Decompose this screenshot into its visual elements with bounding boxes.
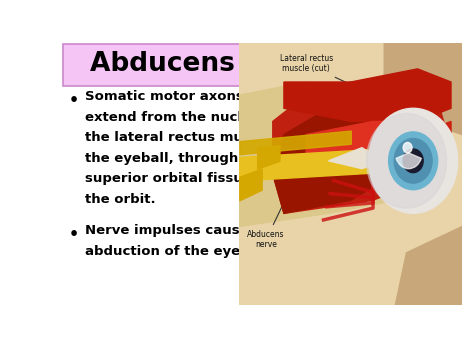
Polygon shape bbox=[273, 95, 440, 213]
Text: the lateral rectus muscle of: the lateral rectus muscle of bbox=[85, 131, 292, 144]
Text: the orbit.: the orbit. bbox=[85, 193, 155, 206]
Polygon shape bbox=[384, 43, 462, 135]
Text: Lateral rectus
muscle (cut): Lateral rectus muscle (cut) bbox=[280, 54, 382, 99]
Text: superior orbital fissure of: superior orbital fissure of bbox=[85, 173, 278, 185]
Text: Abducens Nerve (VI): Abducens Nerve (VI) bbox=[91, 51, 395, 77]
Circle shape bbox=[394, 138, 432, 183]
FancyBboxPatch shape bbox=[63, 44, 423, 86]
Text: •: • bbox=[68, 227, 79, 242]
Text: Abducens
nerve: Abducens nerve bbox=[247, 182, 294, 249]
Text: Somatic motor axons: Somatic motor axons bbox=[85, 91, 244, 103]
Polygon shape bbox=[273, 82, 451, 213]
Polygon shape bbox=[239, 82, 418, 226]
Circle shape bbox=[403, 142, 412, 153]
Polygon shape bbox=[284, 69, 451, 121]
Polygon shape bbox=[395, 226, 462, 305]
Text: Nerve impulses cause: Nerve impulses cause bbox=[85, 224, 248, 237]
Wedge shape bbox=[396, 153, 421, 169]
Polygon shape bbox=[239, 43, 462, 305]
Circle shape bbox=[389, 132, 438, 190]
Text: the eyeball, through the: the eyeball, through the bbox=[85, 152, 267, 165]
Polygon shape bbox=[328, 148, 384, 169]
Text: •: • bbox=[68, 93, 79, 108]
Text: abduction of the eyeball: abduction of the eyeball bbox=[85, 245, 268, 258]
Circle shape bbox=[366, 114, 447, 208]
Circle shape bbox=[369, 108, 458, 213]
Circle shape bbox=[403, 149, 423, 173]
Polygon shape bbox=[306, 121, 418, 174]
Text: extend from the nucleus to: extend from the nucleus to bbox=[85, 111, 289, 124]
Polygon shape bbox=[373, 121, 451, 187]
Polygon shape bbox=[239, 43, 462, 305]
